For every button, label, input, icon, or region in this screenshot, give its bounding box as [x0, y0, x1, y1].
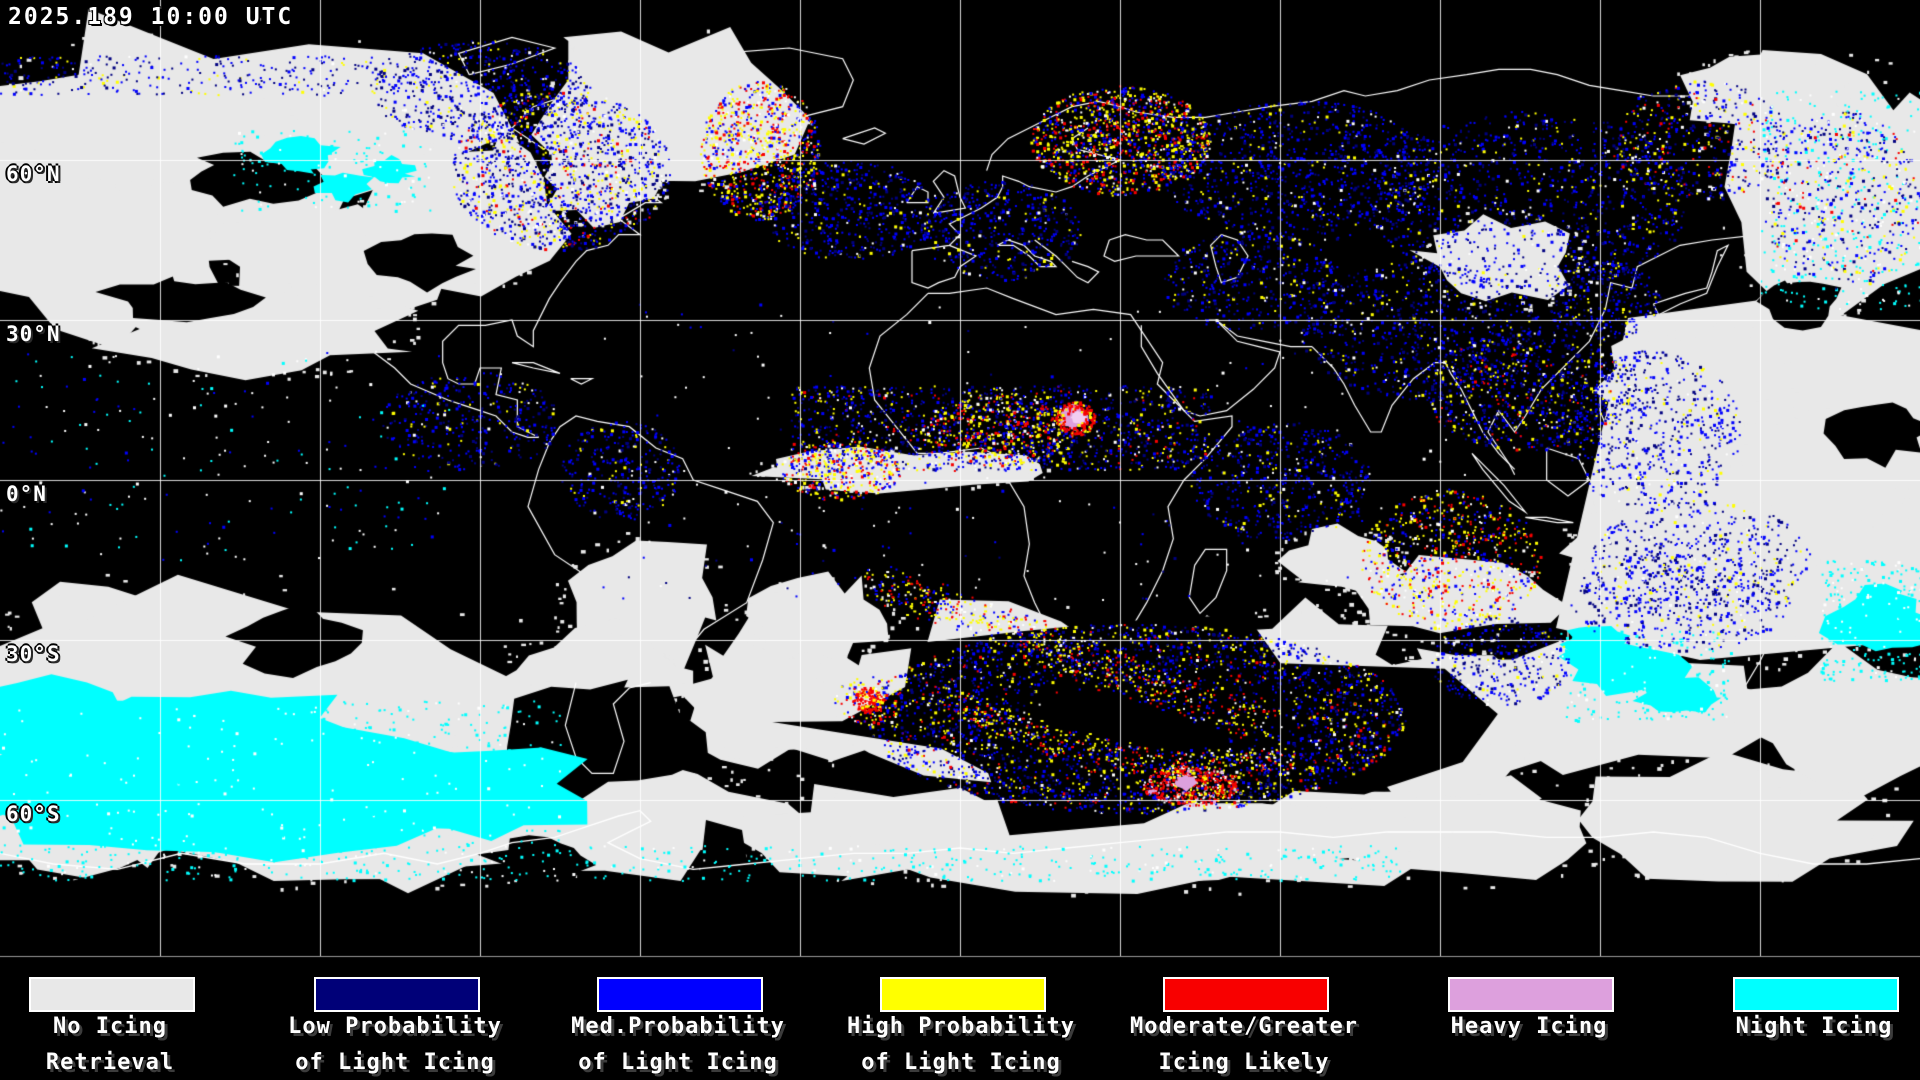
legend-label-heavy: Heavy Icing [1450, 1014, 1608, 1039]
legend-swatch-high-prob [880, 977, 1046, 1012]
legend-label-med-prob: of Light Icing [578, 1050, 778, 1075]
legend-label-no-icing: Retrieval [45, 1050, 175, 1075]
legend-swatch-no-icing [29, 977, 195, 1012]
legend-swatch-night [1733, 977, 1899, 1012]
legend-label-med-prob: Med.Probability [571, 1014, 785, 1039]
legend-bar: No Icing Retrieval Low Probability of Light… [0, 958, 1920, 1080]
legend-label-night: Night Icing [1735, 1014, 1893, 1039]
satellite-icing-map [0, 0, 1920, 958]
legend-label-moderate: Moderate/Greater [1130, 1014, 1358, 1039]
latitude-label: 30°N [6, 322, 61, 346]
legend-label-low-prob: Low Probability [288, 1014, 502, 1039]
latitude-label: 30°S [6, 642, 61, 666]
legend-label-high-prob: High Probability [847, 1014, 1075, 1039]
legend-label-no-icing: No Icing [53, 1014, 167, 1039]
latitude-label: 0°N [6, 482, 47, 506]
timestamp-label: 2025.189 10:00 UTC [8, 4, 294, 30]
latitude-label: 60°S [6, 802, 61, 826]
legend-swatch-heavy [1448, 977, 1614, 1012]
legend-label-moderate: Icing Likely [1158, 1050, 1330, 1075]
legend-label-high-prob: of Light Icing [861, 1050, 1061, 1075]
latitude-label: 60°N [6, 162, 61, 186]
legend-swatch-low-prob [314, 977, 480, 1012]
legend-label-low-prob: of Light Icing [295, 1050, 495, 1075]
legend-swatch-moderate [1163, 977, 1329, 1012]
legend-swatch-med-prob [597, 977, 763, 1012]
